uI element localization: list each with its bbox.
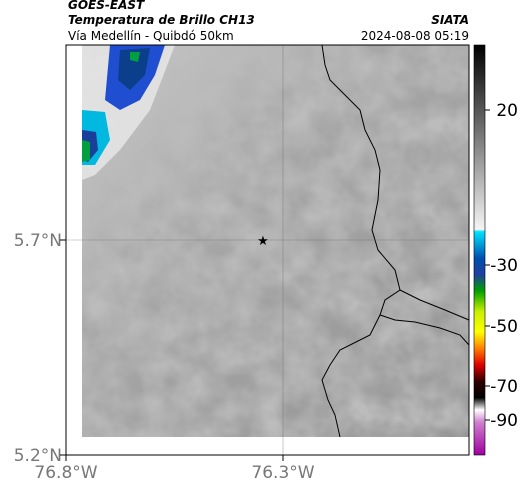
colorbar-ticks: 20 -30 -50 -70 -90 (485, 101, 518, 431)
lat-labels: 5.7°N 5.2°N (14, 231, 66, 466)
subtitle: Temperatura de Brillo CH13 (68, 13, 255, 27)
colorbar-tick-label: -90 (490, 411, 518, 431)
title: GOES-EAST (68, 0, 145, 12)
source: SIATA (431, 13, 469, 27)
satellite-image (82, 45, 469, 437)
colorbar-tick-label: -30 (490, 256, 518, 276)
lat-label: 5.7°N (14, 231, 62, 251)
lat-label: 5.2°N (14, 446, 62, 466)
colorbar-tick-label: 20 (496, 101, 518, 121)
lon-label: 76.3°W (251, 463, 314, 483)
grid (66, 45, 469, 455)
colorbar (473, 44, 486, 456)
location: Vía Medellín - Quibdó 50km (68, 29, 234, 43)
map-frame (65, 44, 470, 456)
lon-label: 76.8°W (34, 463, 97, 483)
timestamp: 2024-08-08 05:19 (361, 29, 469, 43)
colorbar-tick-label: -50 (490, 317, 518, 337)
lon-labels: 76.8°W 76.3°W (34, 455, 315, 483)
city-marker: ★ (257, 234, 269, 249)
colorbar-tick-label: -70 (490, 377, 518, 397)
